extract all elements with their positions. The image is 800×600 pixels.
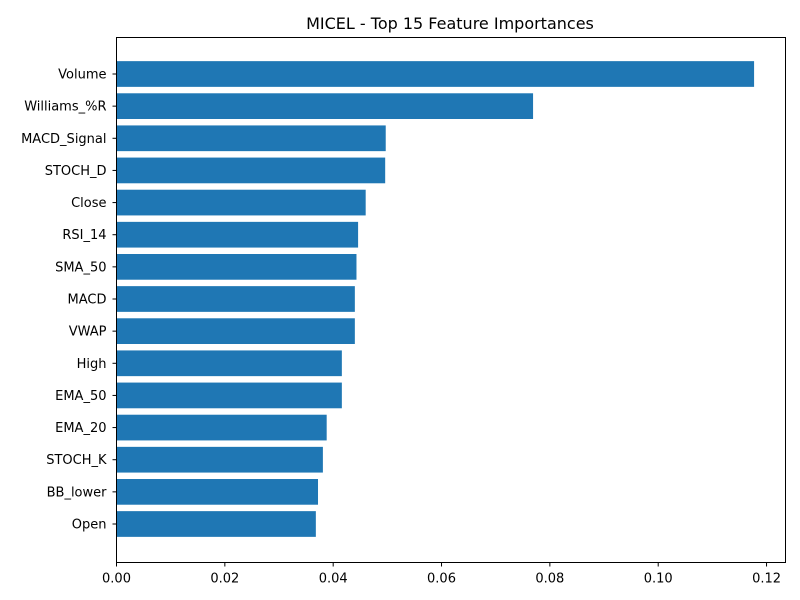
bar-volume	[116, 61, 755, 87]
y-tick-label: VWAP	[69, 325, 107, 340]
y-tick-label: MACD	[68, 293, 107, 308]
bar-high	[116, 350, 342, 377]
x-tick-label: 0.10	[644, 572, 673, 587]
y-tick-label: MACD_Signal	[21, 132, 106, 147]
x-tick-label: 0.00	[102, 572, 131, 587]
bar-williams-r	[116, 93, 534, 119]
bar-macd-signal	[116, 125, 386, 152]
chart-title: MICEL - Top 15 Feature Importances	[306, 14, 594, 33]
x-tick-label: 0.08	[535, 572, 564, 587]
y-axis-ticks: Volume Williams_%R MACD_Signal STOCH_D Close…	[21, 68, 117, 533]
y-tick-label: Volume	[58, 68, 106, 83]
y-tick-label: RSI_14	[62, 228, 106, 243]
y-tick-label: EMA_20	[55, 421, 106, 436]
y-tick-label: STOCH_D	[45, 164, 107, 179]
bar-macd	[116, 286, 355, 312]
plot-frame	[116, 37, 786, 563]
y-tick-label: SMA_50	[55, 260, 106, 275]
bar-ema-50	[116, 382, 342, 409]
bar-stoch-d	[116, 157, 386, 184]
bar-close	[116, 189, 366, 216]
bar-open	[116, 511, 316, 537]
x-tick-label: 0.12	[752, 572, 781, 587]
y-tick-label: STOCH_K	[46, 453, 107, 468]
bar-bb-lower	[116, 479, 319, 505]
x-axis-ticks: 0.00 0.02 0.04 0.06 0.08 0.10 0.12	[102, 562, 781, 587]
y-tick-label: High	[77, 357, 107, 372]
x-tick-label: 0.04	[319, 572, 348, 587]
x-tick-label: 0.02	[210, 572, 239, 587]
y-tick-label: Open	[72, 518, 107, 533]
bar-vwap	[116, 318, 355, 344]
bar-sma-50	[116, 254, 357, 280]
y-tick-label: BB_lower	[47, 485, 108, 500]
y-tick-label: Close	[71, 196, 106, 211]
y-tick-label: EMA_50	[55, 389, 106, 404]
bars-group	[116, 61, 755, 537]
bar-stoch-k	[116, 446, 323, 473]
x-tick-label: 0.06	[427, 572, 456, 587]
y-tick-label: Williams_%R	[24, 100, 106, 115]
bar-rsi-14	[116, 221, 359, 248]
bar-ema-20	[116, 414, 327, 441]
